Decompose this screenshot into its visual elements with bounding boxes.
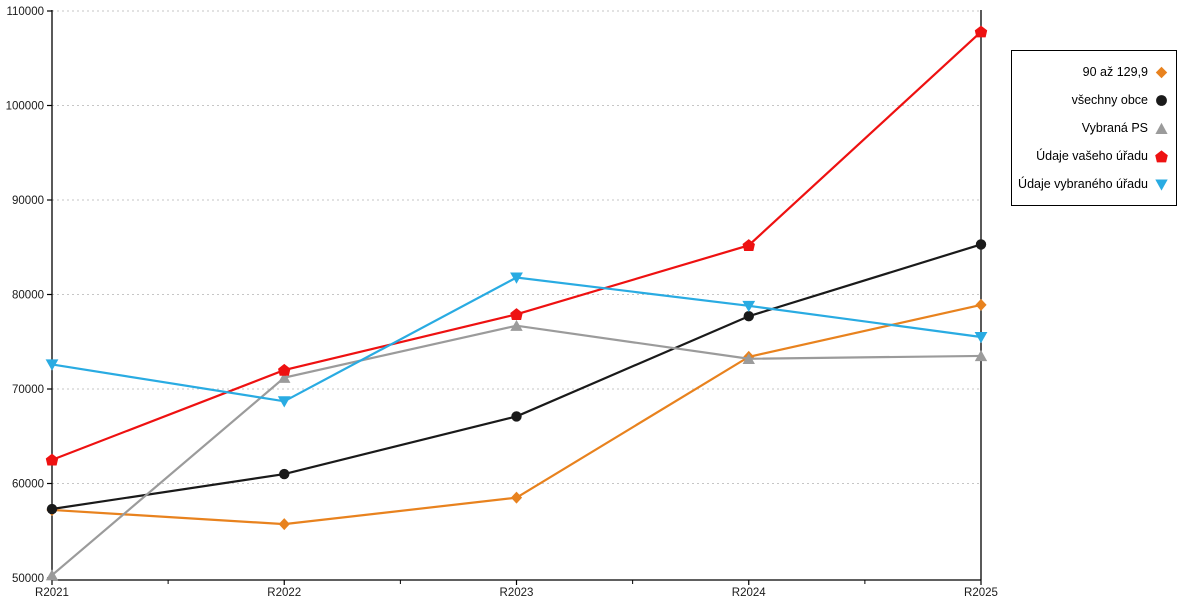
legend-item-label: Vybraná PS [1081,121,1148,135]
data-point-circle [279,468,290,480]
legend-item: Údaje vašeho úřadu [1012,142,1176,170]
data-point-circle [46,503,58,515]
data-point-pentagon [510,308,523,320]
x-tick-label: R2024 [732,587,766,599]
y-tick-label: 110000 [6,6,44,18]
series-lines [45,25,988,581]
data-point-pentagon [278,363,291,376]
triangle-up-marker-icon [1155,122,1168,134]
x-tick-label: R2025 [964,587,998,599]
data-point-triangle-up [974,350,988,362]
y-tick-label: 70000 [12,384,44,396]
y-tick-label: 100000 [6,101,44,113]
triangle-down-marker-icon [1155,179,1168,191]
data-point-triangle-up [278,371,291,383]
data-point-triangle-up [510,319,523,331]
legend-item-label: Údaje vybraného úřadu [1018,177,1148,191]
series-line [51,30,982,461]
data-point-triangle-down [742,300,756,313]
data-point-triangle-down [510,272,523,284]
series-line [51,276,982,403]
legend-item-label: 90 až 129,9 [1082,65,1148,79]
legend-box: 90 až 129,9 všechny obce Vybraná PS Údaje v… [1011,50,1177,206]
series-line [51,324,982,577]
y-tick-label: 60000 [12,479,44,491]
data-point-triangle-down [974,332,988,344]
legend-item-label: všechny obce [1071,93,1148,107]
legend-item: Vybraná PS [1012,114,1176,142]
data-point-circle [511,411,522,422]
diamond-marker-icon [1155,66,1168,78]
y-tick-label: 50000 [12,573,44,585]
axes [47,10,982,585]
legend-item: Údaje vybraného úřadu [1012,170,1176,198]
x-tick-label: R2023 [500,587,534,599]
y-tick-label: 90000 [12,195,44,207]
data-point-triangle-up [45,569,59,581]
legend-item-label: Údaje vašeho úřadu [1036,149,1148,163]
x-tick-label: R2021 [35,587,69,599]
data-point-triangle-down [45,359,59,371]
data-point-pentagon [45,453,59,466]
circle-marker-icon [1156,94,1167,106]
data-point-diamond [278,518,290,531]
pentagon-marker-icon [1155,149,1168,162]
data-point-pentagon [742,239,755,251]
data-point-triangle-up [742,352,755,364]
data-point-diamond [510,491,523,504]
data-point-diamond [975,298,987,311]
data-point-circle [975,239,987,250]
data-point-circle [743,311,754,322]
x-tick-label: R2022 [267,587,301,599]
data-point-pentagon [974,25,988,38]
data-point-triangle-down [277,396,291,408]
series-line [51,243,982,511]
legend-item: všechny obce [1012,86,1176,114]
legend-item: 90 až 129,9 [1012,58,1176,86]
y-tick-label: 80000 [12,290,44,302]
axis-labels: 50000 60000 70000 80000 90000 100000 110000 R20… [6,6,998,599]
